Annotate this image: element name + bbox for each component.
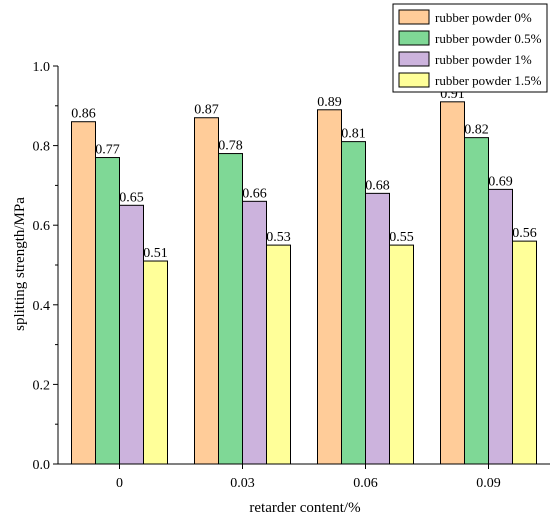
data-label-s1-c1: 0.78 [218,139,243,154]
y-tick-label: 0.2 [33,378,51,393]
bar-s0-c2 [317,109,342,465]
y-tick-label: 0.8 [33,140,51,155]
data-label-s1-c3: 0.82 [464,123,489,138]
legend-swatch-s0 [398,9,430,25]
bar-s3-c2 [389,244,414,465]
ticks-layer: 0.0 0.2 0.4 0.6 0.8 1.0 0 0.03 0.06 0.09 [33,60,501,491]
data-label-s3-c1: 0.53 [266,230,291,245]
data-label-s3-c0: 0.51 [143,246,168,261]
y-tick-label: 1.0 [33,60,51,75]
bar-s1-c3 [464,137,489,465]
x-axis-label: retarder content/% [249,500,360,516]
data-label-s1-c0: 0.77 [95,143,120,158]
data-labels-layer: 0.86 0.77 0.65 0.51 0.87 0.78 0.66 0.53 0.89 0.81… [71,87,537,261]
legend-label-s3: rubber powder 1.5% [435,73,542,88]
data-label-s2-c0: 0.65 [119,190,144,205]
bar-s1-c0 [95,157,120,465]
y-tick-label: 0.0 [33,458,51,473]
x-tick-label: 0 [116,476,123,491]
bar-s3-c0 [143,260,168,465]
data-label-s3-c3: 0.56 [512,226,537,241]
x-tick-label: 0.03 [230,476,255,491]
bar-s2-c2 [365,192,390,465]
bars-layer [71,101,537,465]
data-label-s0-c0: 0.86 [71,107,96,122]
data-label-s2-c3: 0.69 [488,174,513,189]
data-label-s2-c2: 0.68 [365,178,390,193]
y-tick-label: 0.4 [33,299,51,314]
legend-label-s1: rubber powder 0.5% [435,31,542,46]
legend-swatch-s2 [398,51,430,67]
bar-s0-c1 [194,117,219,465]
legend-swatch-s3 [398,72,430,88]
x-tick-label: 0.06 [353,476,378,491]
y-tick-label: 0.6 [33,219,51,234]
data-label-s1-c2: 0.81 [341,127,366,142]
data-label-s3-c2: 0.55 [389,230,414,245]
legend-swatch-s1 [398,30,430,46]
bar-s1-c2 [341,141,366,465]
bar-s2-c0 [119,204,144,465]
bar-s3-c1 [266,244,291,465]
legend-label-s2: rubber powder 1% [435,52,532,67]
bar-s3-c3 [512,240,537,465]
data-label-s0-c1: 0.87 [194,103,219,118]
data-label-s0-c2: 0.89 [317,95,342,110]
x-tick-label: 0.09 [476,476,501,491]
bar-s0-c3 [440,101,465,465]
bar-s0-c0 [71,121,96,465]
data-label-s2-c1: 0.66 [242,186,267,201]
y-axis-label: splitting strength/MPa [12,197,28,331]
legend-label-s0: rubber powder 0% [435,10,532,25]
bar-s2-c3 [488,188,513,465]
bar-s1-c1 [218,153,243,465]
bar-s2-c1 [242,200,267,465]
legend: rubber powder 0% rubber powder 0.5% rubber… [392,3,548,93]
